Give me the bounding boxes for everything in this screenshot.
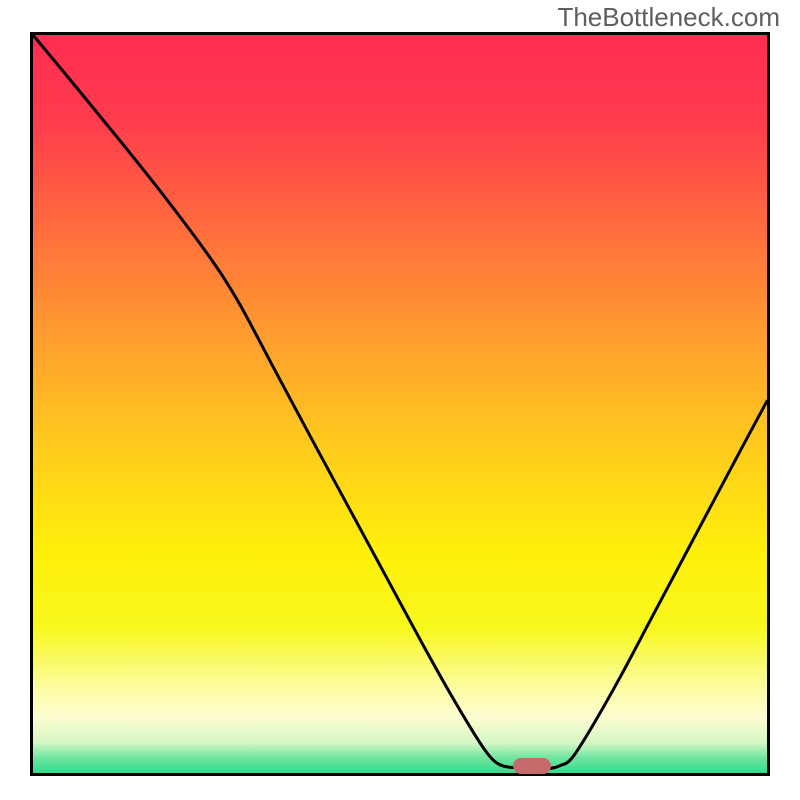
curve-layer — [30, 32, 770, 776]
plot-area — [30, 32, 770, 776]
watermark-text: TheBottleneck.com — [557, 2, 780, 33]
bottleneck-curve — [33, 35, 767, 769]
optimal-marker — [513, 758, 551, 774]
bottleneck-chart: TheBottleneck.com — [0, 0, 800, 800]
